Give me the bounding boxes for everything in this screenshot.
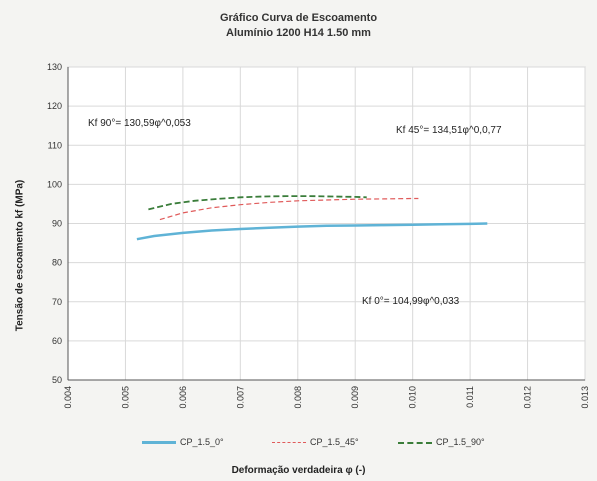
- legend-swatch-1: [272, 442, 306, 444]
- chart-title: Gráfico Curva de Escoamento: [219, 12, 378, 24]
- annotation-kf-45: Kf 45°= 134,51φ^0,0,77: [396, 125, 502, 136]
- legend-label-1: CP_1.5_45°: [310, 437, 359, 447]
- legend-item-1: CP_1.5_45°: [272, 437, 359, 447]
- x-tick-label: 0.007: [235, 386, 245, 409]
- y-tick-label: 50: [52, 375, 62, 385]
- chart-subtitle: Alumínio 1200 H14 1.50 mm: [226, 27, 371, 39]
- y-tick-label: 100: [47, 179, 62, 189]
- series-line-0: [136, 222, 488, 241]
- y-tick-label: 120: [47, 101, 62, 111]
- legend-swatch-2: [398, 441, 432, 444]
- annotation-kf-0: Kf 0°= 104,99φ^0,033: [362, 296, 460, 307]
- x-tick-label: 0.011: [465, 386, 475, 408]
- x-tick-label: 0.006: [178, 386, 188, 409]
- x-tick-label: 0.004: [63, 386, 73, 409]
- series-line-1: [159, 197, 419, 221]
- legend-item-0: CP_1.5_0°: [142, 437, 224, 447]
- legend-label-0: CP_1.5_0°: [180, 437, 224, 447]
- legend-swatch-0: [142, 441, 176, 445]
- x-tick-label: 0.005: [120, 386, 130, 409]
- x-tick-label: 0.010: [408, 386, 418, 409]
- y-tick-label: 70: [52, 297, 62, 307]
- x-tick-label: 0.008: [293, 386, 303, 409]
- legend-label-2: CP_1.5_90°: [436, 437, 485, 447]
- x-axis-label: Deformação verdadeira φ (-): [231, 465, 366, 476]
- y-tick-label: 60: [52, 336, 62, 346]
- y-axis-label: Tensão de escoamento kf (MPa): [14, 179, 26, 332]
- chart-legend: CP_1.5_0° CP_1.5_45° CP_1.5_90°: [0, 437, 597, 455]
- y-tick-label: 80: [52, 258, 62, 268]
- x-tick-label: 0.009: [350, 386, 360, 409]
- series-line-2: [148, 195, 367, 211]
- legend-item-2: CP_1.5_90°: [398, 437, 485, 447]
- annotation-kf-90: Kf 90°= 130,59φ^0,053: [88, 118, 191, 129]
- x-tick-label: 0.012: [523, 386, 533, 409]
- x-tick-label: 0.013: [580, 386, 590, 409]
- y-tick-label: 130: [47, 62, 62, 72]
- y-tick-label: 90: [52, 219, 62, 229]
- y-tick-label: 110: [48, 140, 62, 150]
